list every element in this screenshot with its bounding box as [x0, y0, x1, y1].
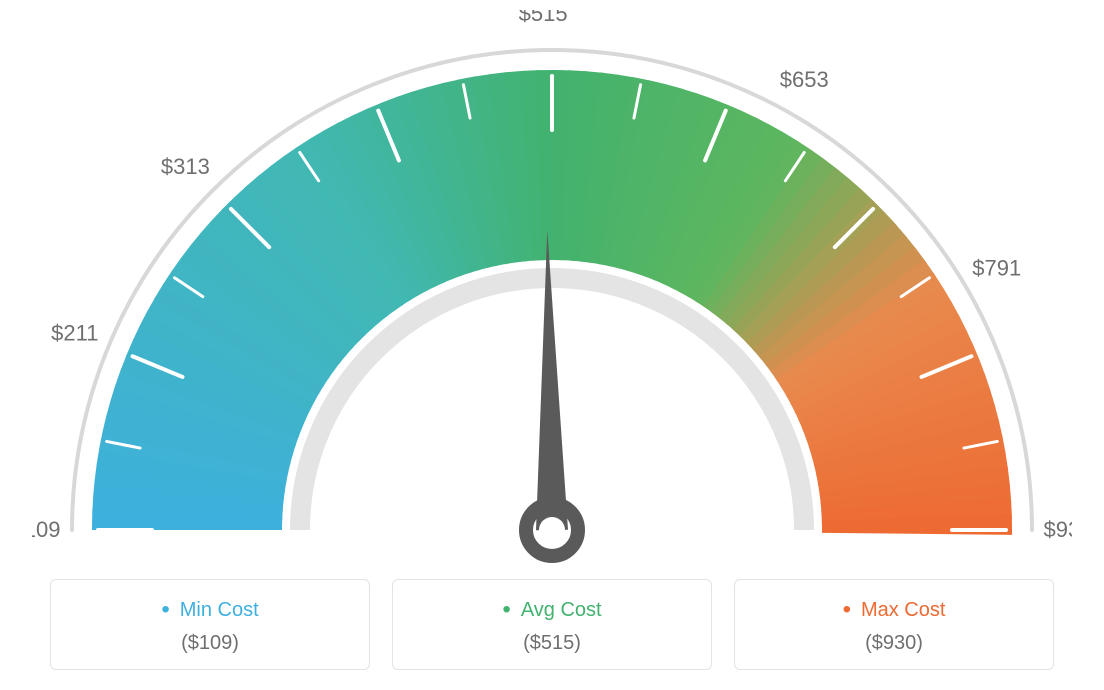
legend-value-avg: ($515): [393, 632, 711, 655]
legend-value-max: ($930): [735, 632, 1053, 655]
scale-label: $515: [519, 10, 568, 26]
legend-row: Min Cost ($109) Avg Cost ($515) Max Cost…: [50, 579, 1054, 670]
legend-value-min: ($109): [51, 632, 369, 655]
scale-label: $653: [780, 67, 829, 92]
scale-label: $791: [972, 255, 1021, 280]
scale-label: $313: [161, 154, 210, 179]
legend-card-avg: Avg Cost ($515): [392, 579, 712, 670]
legend-title-avg: Avg Cost: [393, 596, 711, 624]
legend-title-min: Min Cost: [51, 596, 369, 624]
scale-label: $109: [32, 517, 60, 542]
legend-title-max: Max Cost: [735, 596, 1053, 624]
gauge-svg: $109 $211 $313 $515 $653 $791 $930: [32, 10, 1072, 570]
legend-card-max: Max Cost ($930): [734, 579, 1054, 670]
scale-label: $211: [51, 321, 98, 346]
legend-card-min: Min Cost ($109): [50, 579, 370, 670]
cost-gauge: $109 $211 $313 $515 $653 $791 $930: [32, 10, 1072, 570]
scale-label: $930: [1044, 517, 1072, 542]
